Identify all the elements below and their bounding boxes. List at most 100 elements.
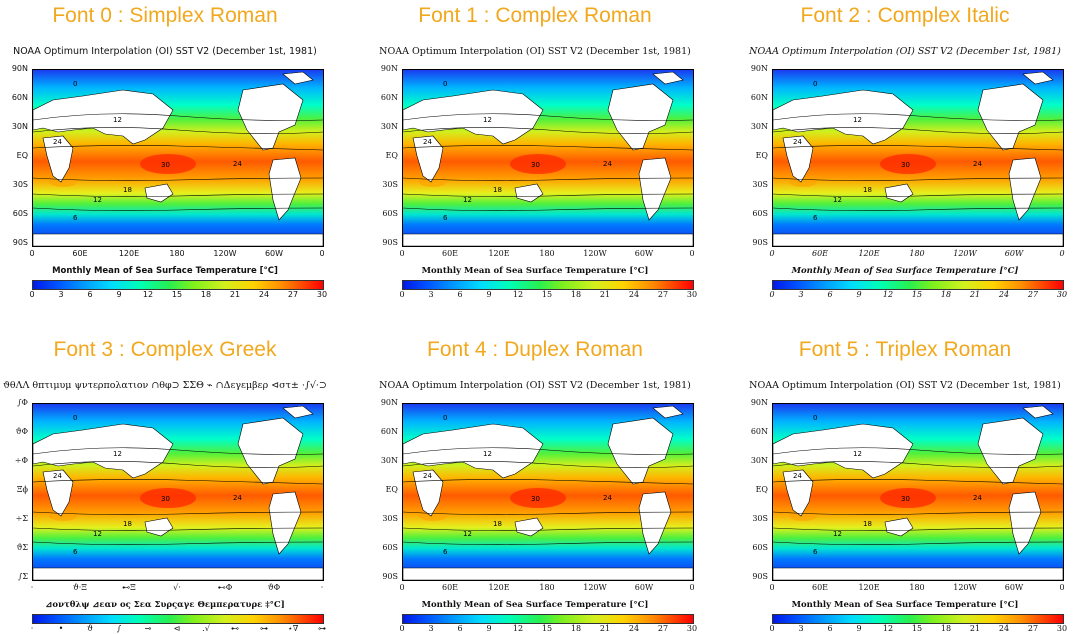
longitude-tick: 60W	[1004, 249, 1024, 258]
colorbar-tick: ⊶	[318, 624, 326, 633]
sst-map: 0 12 24 30 24 18 12 6	[32, 69, 324, 247]
colorbar-tick: 3	[798, 624, 804, 633]
longitude-tick: 180	[169, 249, 185, 258]
colorbar-tick: 24	[998, 624, 1010, 633]
contour-label: 6	[443, 548, 448, 556]
colorbar-tick: 21	[599, 624, 611, 633]
colorbar-tick: 6	[827, 290, 833, 299]
colorbar-tick: ⊷	[231, 624, 239, 633]
longitude-tick: 120W	[583, 249, 607, 258]
contour-label: 0	[73, 80, 77, 88]
colorbar-tick: 21	[969, 624, 981, 633]
contour-label: 30	[901, 161, 910, 169]
colorbar-tick: 27	[657, 624, 669, 633]
map-panel: Font 3 : Complex Greek ϑθΛΛ θπτιμυμ ψντερ…	[0, 334, 330, 634]
colorbar-tick: 12	[142, 290, 154, 299]
latitude-tick: 30N	[380, 456, 398, 465]
colorbar-tick: ⊶	[260, 624, 268, 633]
colorbar-label: Monthly Mean of Sea Surface Temperature …	[421, 266, 649, 276]
contour-label: 24	[603, 494, 612, 502]
longitude-tick: 120E	[488, 249, 510, 258]
longitude-tick: 60E	[72, 249, 88, 258]
latitude-tick: 90S	[752, 238, 768, 247]
contour-label: 30	[901, 495, 910, 503]
longitude-tick: 0	[1059, 583, 1065, 592]
contour-label: 30	[161, 495, 170, 503]
colorbar-tick: 27	[1027, 290, 1039, 299]
latitude-tick: ÷Φ	[14, 456, 28, 465]
contour-label: 24	[423, 138, 432, 146]
colorbar-tick: 30	[686, 624, 698, 633]
map-panel: Font 2 : Complex Italic NOAA Optimum Inte…	[740, 0, 1070, 300]
latitude-tick: ∫Σ	[18, 572, 28, 581]
colorbar-label: Monthly Mean of Sea Surface Temperature …	[791, 600, 1019, 610]
plot-title: ϑθΛΛ θπτιμυμ ψντερπολατιον ∩θφ⊃ ΣΣΘ ⌁ ∩Δ…	[3, 380, 327, 391]
colorbar-tick: ·	[30, 624, 34, 633]
longitude-tick: 120W	[953, 249, 977, 258]
longitude-tick: ϑ·Ξ	[73, 583, 87, 592]
longitude-tick: √·	[173, 583, 181, 592]
colorbar-tick: 18	[570, 624, 582, 633]
sst-map: 0 12 24 30 24 18 12 6	[772, 69, 1064, 247]
latitude-tick: 30S	[752, 514, 768, 523]
latitude-tick: 90N	[11, 64, 28, 73]
colorbar-tick: 30	[316, 290, 328, 299]
latitude-tick: 30N	[750, 456, 768, 465]
latitude-tick: EQ	[16, 151, 28, 160]
latitude-tick: ϑΦ	[15, 427, 28, 436]
contour-label: 30	[531, 161, 540, 169]
colorbar-tick: 18	[570, 290, 582, 299]
colorbar-tick: 12	[882, 624, 894, 633]
latitude-tick: 30S	[382, 514, 398, 523]
colorbar-tick: 3	[428, 624, 434, 633]
contour-label: 24	[973, 160, 982, 168]
colorbar-tick: 18	[200, 290, 212, 299]
longitude-tick: 0	[29, 249, 35, 258]
colorbar-tick: 0	[769, 290, 775, 299]
colorbar-label: Monthly Mean of Sea Surface Temperature …	[421, 600, 649, 610]
latitude-tick: ÷Σ	[15, 514, 28, 523]
colorbar-tick: 9	[116, 290, 122, 299]
latitude-tick: 30N	[11, 122, 28, 131]
contour-label: 24	[793, 472, 802, 480]
colorbar-tick: 3	[428, 290, 434, 299]
latitude-tick: 90S	[12, 238, 28, 247]
longitude-tick: 180	[539, 249, 555, 258]
colorbar-tick: ϑ	[87, 624, 93, 633]
contour-label: 12	[93, 530, 102, 538]
contour-label: 6	[813, 548, 818, 556]
colorbar-tick: 3	[58, 290, 64, 299]
contour-label: 12	[463, 196, 472, 204]
contour-label: 18	[863, 520, 872, 528]
latitude-tick: 60N	[750, 93, 768, 102]
colorbar-tick: ⊲	[173, 624, 181, 633]
colorbar-tick: 21	[599, 290, 611, 299]
contour-label: 0	[813, 80, 817, 88]
colorbar-tick: 0	[29, 290, 35, 299]
colorbar-tick: 6	[457, 624, 463, 633]
contour-label: 0	[443, 414, 447, 422]
colorbar-tick: 9	[856, 624, 862, 633]
colorbar-tick: 30	[686, 290, 698, 299]
longitude-tick: ⊷Φ	[217, 583, 233, 592]
longitude-tick: 60E	[441, 249, 459, 258]
latitude-tick: 30N	[380, 122, 398, 131]
longitude-tick: 0	[689, 249, 695, 258]
contour-label: 12	[833, 196, 842, 204]
latitude-tick: 60S	[382, 543, 398, 552]
colorbar	[32, 280, 324, 290]
latitude-tick: 30S	[382, 180, 398, 189]
longitude-tick: ⊷Ξ	[122, 583, 136, 592]
latitude-tick: ϑΣ	[16, 543, 28, 552]
plot-title: NOAA Optimum Interpolation (OI) SST V2 (…	[749, 46, 1061, 57]
contour-label: 0	[443, 80, 447, 88]
contour-label: 12	[463, 530, 472, 538]
colorbar-tick: 6	[457, 290, 463, 299]
sst-map: 0 12 24 30 24 18 12 6	[402, 69, 694, 247]
latitude-tick: 60S	[752, 543, 768, 552]
sst-map: 0 12 24 30 24 18 12 6	[402, 403, 694, 581]
latitude-tick: 60N	[11, 93, 28, 102]
colorbar-tick: 12	[512, 290, 524, 299]
colorbar-tick: ∫	[116, 624, 122, 633]
longitude-tick: 60W	[634, 583, 654, 592]
